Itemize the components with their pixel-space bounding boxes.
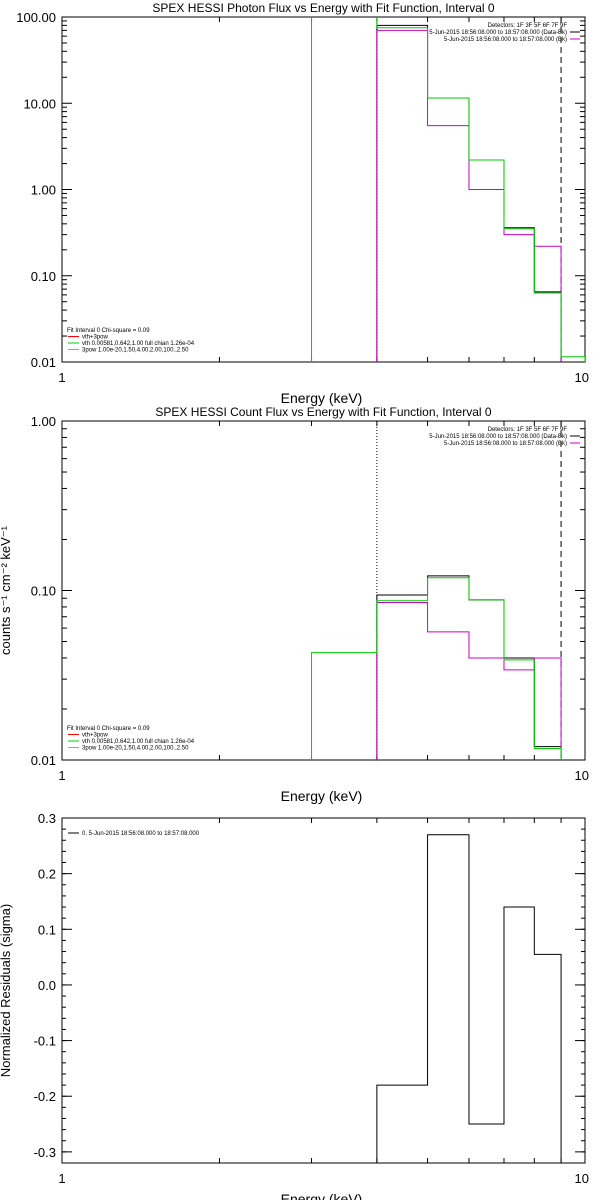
- legend-entry: 0. 5-Jun-2015 18:56:08.000 to 18:57:08.0…: [82, 831, 200, 837]
- info-line: 5-Jun-2015 18:56:08.000 to 18:57:08.000 …: [444, 37, 567, 43]
- x-tick-label: 10: [575, 768, 589, 783]
- legend-entry: vth 0.00581,0.642,1.00 full chian 1.26e-…: [82, 341, 195, 347]
- plot-title: SPEX HESSI Photon Flux vs Energy with Fi…: [152, 1, 494, 15]
- legend-entry: Fit Interval 0 Chi-square = 0.09: [67, 328, 150, 334]
- y-tick-label: 1.00: [31, 414, 56, 429]
- x-axis-label: Energy (keV): [281, 390, 363, 406]
- plot-frame: [61, 16, 586, 363]
- fit-model-histogram: [311, 577, 562, 760]
- y-tick-label: -0.1: [34, 1034, 56, 1049]
- legend-entry: 3pow 1.00e-20,1.50,4.00,2.00,100.,2.50: [82, 746, 189, 752]
- x-axis-label: Energy (keV): [281, 1191, 363, 1200]
- y-tick-label: 0.01: [31, 355, 56, 370]
- data-minus-background-histogram: [376, 575, 562, 760]
- x-tick-label: 1: [58, 768, 65, 783]
- y-axis-label: counts s⁻¹ cm⁻² keV⁻¹: [0, 525, 13, 655]
- plot-frame: [61, 817, 586, 1164]
- y-tick-label: -0.3: [34, 1145, 56, 1160]
- y-tick-label: 0.1: [38, 922, 56, 937]
- plot-panel-1: SPEX HESSI Photon Flux vs Energy with Fi…: [16, 1, 589, 406]
- background-histogram: [376, 601, 562, 760]
- y-axis-label: Normalized Residuals (sigma): [0, 904, 13, 1077]
- info-line: 5-Jun-2015 18:56:08.000 to 18:57:08.000 …: [429, 30, 567, 36]
- legend-entry: vth+3pow: [82, 733, 109, 739]
- legend-entry: 3pow 1.00e-20,1.50,4.00,2.00,100.,2.50: [82, 348, 189, 354]
- legend-entry: Fit Interval 0 Chi-square = 0.09: [67, 726, 150, 732]
- plot-frame: [61, 420, 586, 761]
- y-tick-label: 1.00: [31, 183, 56, 198]
- info-line: 5-Jun-2015 18:56:08.000 to 18:57:08.000 …: [429, 434, 567, 440]
- x-tick-label: 10: [575, 1171, 589, 1186]
- y-tick-label: -0.2: [34, 1089, 56, 1104]
- data-series-group: [311, 17, 585, 362]
- fit-model-histogram: [311, 17, 585, 362]
- y-tick-label: 0.0: [38, 978, 56, 993]
- x-axis-label: Energy (keV): [281, 788, 363, 804]
- data-series-group: [311, 575, 562, 760]
- y-tick-label: 0.3: [38, 811, 56, 826]
- y-tick-label: 10.00: [23, 96, 56, 111]
- y-tick-label: 0.10: [31, 584, 56, 599]
- data-series-group: [376, 834, 562, 1163]
- plot-panel-2: SPEX HESSI Count Flux vs Energy with Fit…: [0, 405, 589, 804]
- y-tick-label: 0.01: [31, 753, 56, 768]
- y-tick-label: 100.00: [16, 10, 56, 25]
- y-tick-label: 0.10: [31, 269, 56, 284]
- data-minus-background-histogram: [376, 24, 562, 362]
- background-histogram: [376, 29, 562, 362]
- x-tick-label: 10: [575, 370, 589, 385]
- info-line: Detectors: 1F 3F 5F 6F 7F 9F: [488, 23, 568, 29]
- plot-panel-3: 1 10 0.3 0.2 0.1 0.0 -0.1 -0.2 -0.3 Energy (keV) N…: [0, 811, 589, 1200]
- legend-entry: vth+3pow: [82, 335, 109, 341]
- x-tick-label: 1: [58, 1171, 65, 1186]
- legend-entry: vth 0.00581,0.642,1.00 full chian 1.26e-…: [82, 739, 195, 745]
- residual-histogram: [376, 834, 562, 1163]
- info-line: 5-Jun-2015 18:56:08.000 to 18:57:08.000 …: [444, 441, 567, 447]
- y-tick-label: 0.2: [38, 867, 56, 882]
- plot-title: SPEX HESSI Count Flux vs Energy with Fit…: [155, 405, 491, 419]
- x-tick-label: 1: [58, 370, 65, 385]
- info-line: Detectors: 1F 3F 5F 6F 7F 9F: [488, 427, 568, 433]
